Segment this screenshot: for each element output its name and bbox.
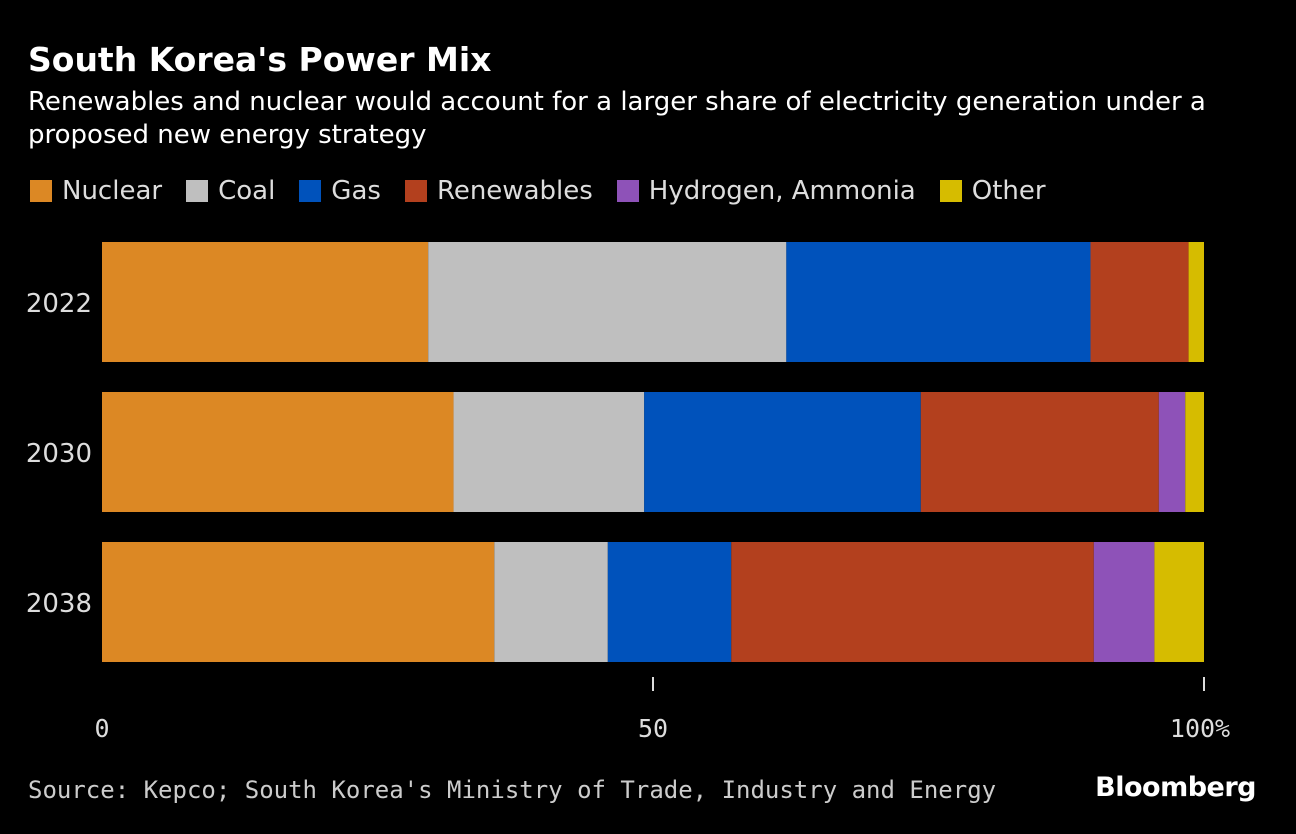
source-note: Source: Kepco; South Korea's Ministry of…: [28, 776, 997, 804]
legend-label: Gas: [331, 176, 381, 206]
bar-segment-gas-2022: [786, 242, 1091, 362]
legend-item: Gas: [299, 176, 381, 206]
bar-segment-nuclear-2038: [102, 542, 495, 662]
legend-swatch: [299, 180, 322, 202]
category-label: 2038: [26, 589, 92, 619]
legend-swatch: [939, 180, 962, 202]
bar-segment-coal-2030: [453, 392, 645, 512]
legend-label: Nuclear: [62, 176, 163, 206]
chart-subtitle: Renewables and nuclear would account for…: [28, 87, 1206, 150]
bar-segment-gas-2030: [644, 392, 921, 512]
legend-item: Nuclear: [30, 176, 162, 206]
legend-swatch: [30, 180, 52, 202]
legend-swatch: [616, 180, 639, 202]
bar-segment-renewables-2038: [731, 542, 1094, 662]
legend-label: Renewables: [436, 176, 593, 206]
legend-item: Renewables: [404, 176, 593, 206]
bar-segment-hydrogen-ammonia-2038: [1093, 542, 1155, 662]
legend-label: Coal: [218, 176, 276, 206]
bar-segment-renewables-2022: [1090, 242, 1189, 362]
bar-segment-coal-2022: [428, 242, 787, 362]
x-tick-label: 100%: [1170, 714, 1230, 743]
legend-item: Other: [939, 176, 1046, 206]
bar-segment-gas-2038: [607, 542, 732, 662]
bar-segment-other-2022: [1188, 242, 1204, 362]
bar-segment-coal-2038: [494, 542, 608, 662]
bar-segment-other-2030: [1185, 392, 1204, 512]
bar-segment-nuclear-2022: [102, 242, 429, 362]
stacked-bar-chart: 2022 2030 2038 0 50 100%: [26, 242, 1230, 743]
legend: Nuclear Coal Gas Renewables Hydrogen, Ammoni…: [30, 176, 1070, 206]
bar-segment-other-2038: [1154, 542, 1204, 662]
category-label: 2030: [26, 439, 92, 469]
legend-item: Coal: [186, 176, 275, 206]
legend-label: Other: [971, 176, 1046, 206]
legend-swatch: [404, 180, 427, 202]
category-label: 2022: [26, 289, 92, 319]
bloomberg-logo: Bloomberg: [1095, 772, 1256, 803]
legend-swatch: [186, 180, 209, 202]
x-tick-label: 0: [94, 714, 109, 743]
bar-segment-renewables-2030: [920, 392, 1159, 512]
legend-item: Hydrogen, Ammonia: [616, 176, 916, 206]
bar-segment-hydrogen-ammonia-2030: [1158, 392, 1186, 512]
chart-title: South Korea's Power Mix: [28, 40, 492, 79]
bar-segment-nuclear-2030: [102, 392, 454, 512]
x-tick-label: 50: [638, 714, 668, 743]
legend-label: Hydrogen, Ammonia: [648, 176, 916, 206]
